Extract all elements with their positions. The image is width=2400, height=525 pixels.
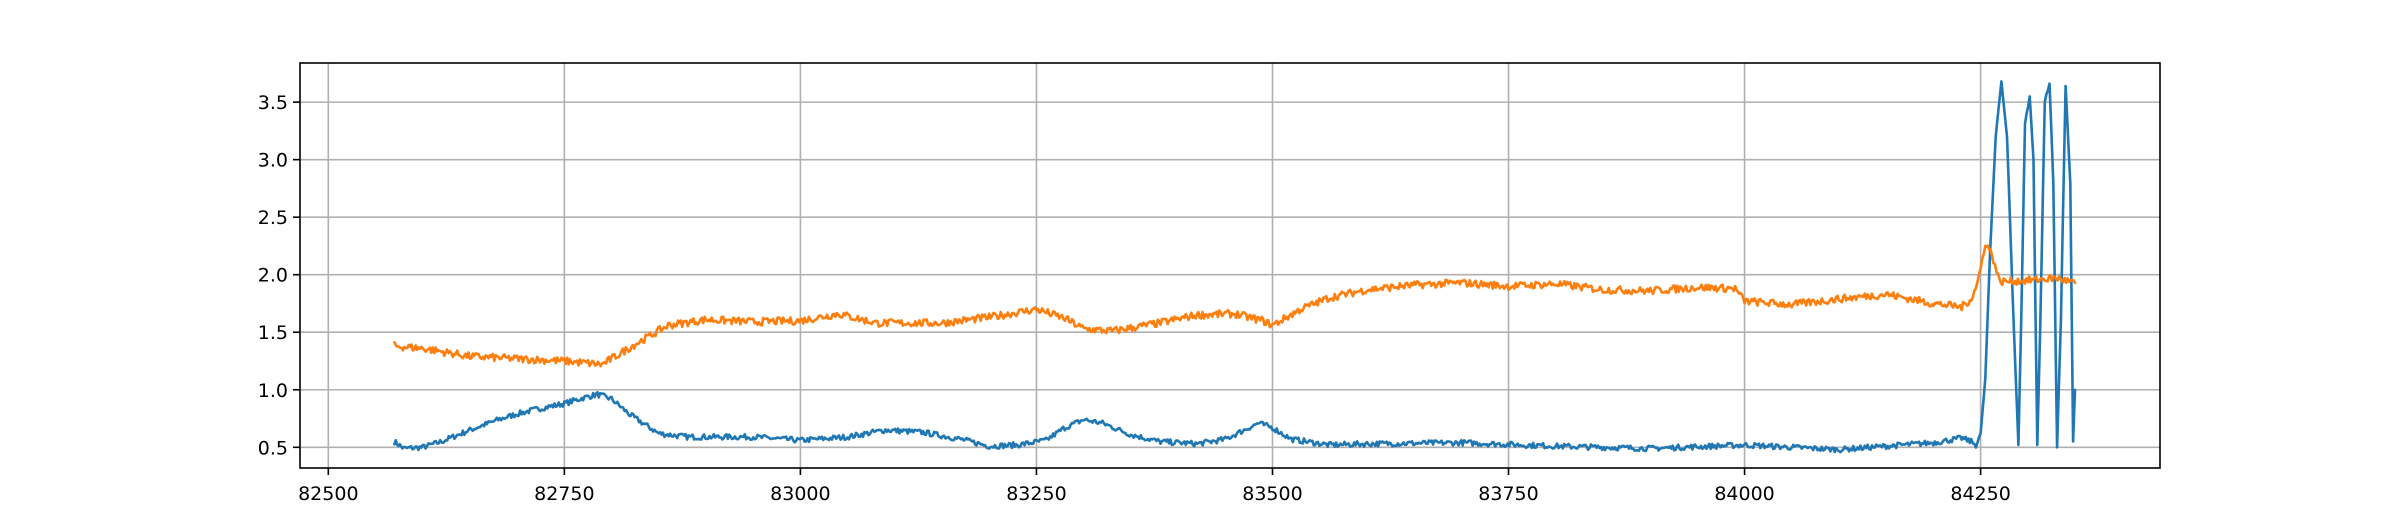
series-line-1 — [393, 80, 2077, 454]
grid-layer — [300, 63, 2160, 468]
x-tick-label: 82500 — [298, 483, 358, 505]
x-tick-label: 84250 — [1950, 483, 2010, 505]
y-tick-label: 3.5 — [258, 92, 288, 114]
x-tick-label: 83250 — [1006, 483, 1066, 505]
x-tick-label: 82750 — [534, 483, 594, 505]
y-tick-label: 3.0 — [258, 150, 288, 172]
y-tick-label: 2.5 — [258, 207, 288, 229]
x-tick-label: 84000 — [1714, 483, 1774, 505]
x-tick-label: 83500 — [1242, 483, 1302, 505]
plot-frame — [299, 62, 2161, 469]
tick-layer: 82500 82750 83000 83250 83500 83750 84000 84250… — [258, 92, 2011, 505]
y-tick-label: 1.0 — [258, 380, 288, 402]
y-tick-label: 1.5 — [258, 322, 288, 344]
series-line-2 — [393, 244, 2077, 368]
y-tick-label: 2.0 — [258, 265, 288, 287]
y-tick-label: 0.5 — [258, 437, 288, 459]
series-layer — [393, 80, 2077, 454]
x-tick-label: 83750 — [1478, 483, 1538, 505]
x-tick-label: 83000 — [770, 483, 830, 505]
